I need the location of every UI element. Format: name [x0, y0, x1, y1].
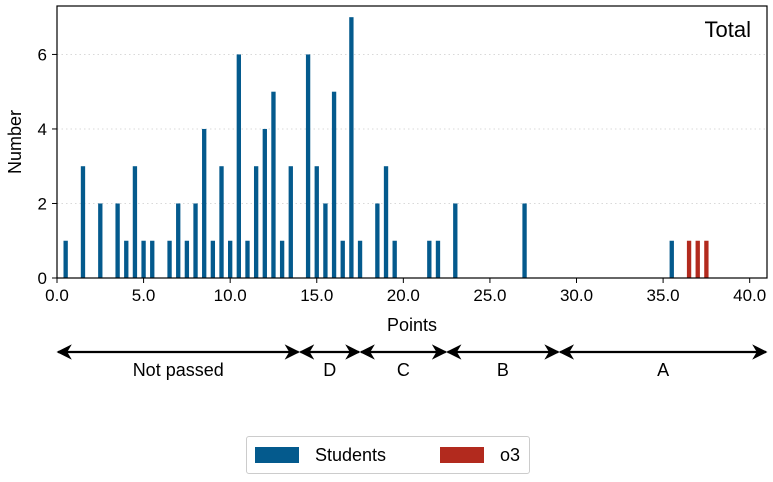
bar-students	[253, 166, 259, 278]
x-tick-label: 30.0	[560, 286, 593, 305]
y-tick-label: 4	[38, 120, 47, 139]
bar-students	[669, 240, 674, 278]
bar-students	[314, 166, 319, 278]
x-tick-label: 35.0	[647, 286, 680, 305]
bar-students	[80, 166, 86, 278]
y-tick-label: 2	[38, 194, 47, 213]
bar-students	[340, 240, 345, 278]
grade-ranges: Not passed D C B A	[56, 344, 768, 380]
grade-label: B	[497, 360, 509, 380]
bar-students	[132, 166, 138, 278]
legend: Students o3	[246, 436, 530, 474]
grade-label: A	[657, 360, 669, 380]
bar-students	[323, 203, 328, 278]
bar-students	[141, 240, 146, 278]
grade-label: D	[323, 360, 336, 380]
bar-students	[305, 54, 311, 278]
x-tick-label: 40.0	[733, 286, 766, 305]
bar-students	[98, 203, 103, 278]
bar-students	[228, 240, 233, 278]
bar-students	[349, 17, 354, 279]
x-axis-title: Points	[387, 315, 437, 335]
bar-o3	[686, 240, 692, 278]
bar-students	[210, 240, 216, 278]
bar-students	[193, 203, 198, 278]
plot-frame	[56, 5, 768, 279]
bars	[63, 17, 709, 279]
bar-students	[219, 166, 224, 278]
bar-students	[288, 166, 293, 278]
bar-students	[124, 240, 129, 278]
chart-annotation: Total	[705, 17, 751, 42]
x-tick-label: 0.0	[45, 286, 69, 305]
bar-students	[453, 203, 458, 278]
bar-students	[383, 166, 389, 278]
bar-students	[262, 128, 267, 278]
legend-label-o3: o3	[500, 445, 521, 465]
bar-students	[357, 240, 363, 278]
bar-students	[115, 203, 120, 278]
y-axis-title: Number	[5, 110, 25, 174]
axis-ticks: 0.0 5.0 10.0 15.0 20.0 25.0 30.0 35.0 40.0 0 2 4 6	[38, 45, 767, 305]
bar-students	[236, 54, 241, 278]
bar-students	[150, 240, 155, 278]
bar-students	[392, 240, 397, 278]
bar-students	[279, 240, 285, 278]
grade-label: Not passed	[133, 360, 224, 380]
bar-students	[63, 240, 68, 278]
bar-students	[167, 240, 172, 278]
bar-students	[176, 203, 181, 278]
bar-students	[202, 128, 207, 278]
x-tick-label: 10.0	[214, 286, 247, 305]
gridlines	[57, 53, 767, 204]
bar-students	[427, 240, 432, 278]
bar-students	[271, 91, 276, 278]
legend-swatch-o3	[440, 447, 484, 463]
bar-o3	[704, 240, 709, 278]
bar-students	[375, 203, 380, 278]
grade-label: C	[397, 360, 410, 380]
x-tick-label: 20.0	[387, 286, 420, 305]
legend-swatch-students	[255, 447, 299, 463]
bar-o3	[695, 240, 700, 278]
bar-students	[245, 240, 250, 278]
y-tick-label: 6	[38, 45, 47, 64]
x-tick-label: 5.0	[132, 286, 156, 305]
y-tick-label: 0	[38, 269, 47, 288]
bar-students	[522, 203, 527, 278]
bar-students	[184, 240, 190, 278]
bar-students	[331, 91, 337, 278]
legend-label-students: Students	[315, 445, 387, 465]
x-tick-label: 25.0	[473, 286, 506, 305]
x-tick-label: 15.0	[300, 286, 333, 305]
bar-students	[435, 240, 441, 278]
